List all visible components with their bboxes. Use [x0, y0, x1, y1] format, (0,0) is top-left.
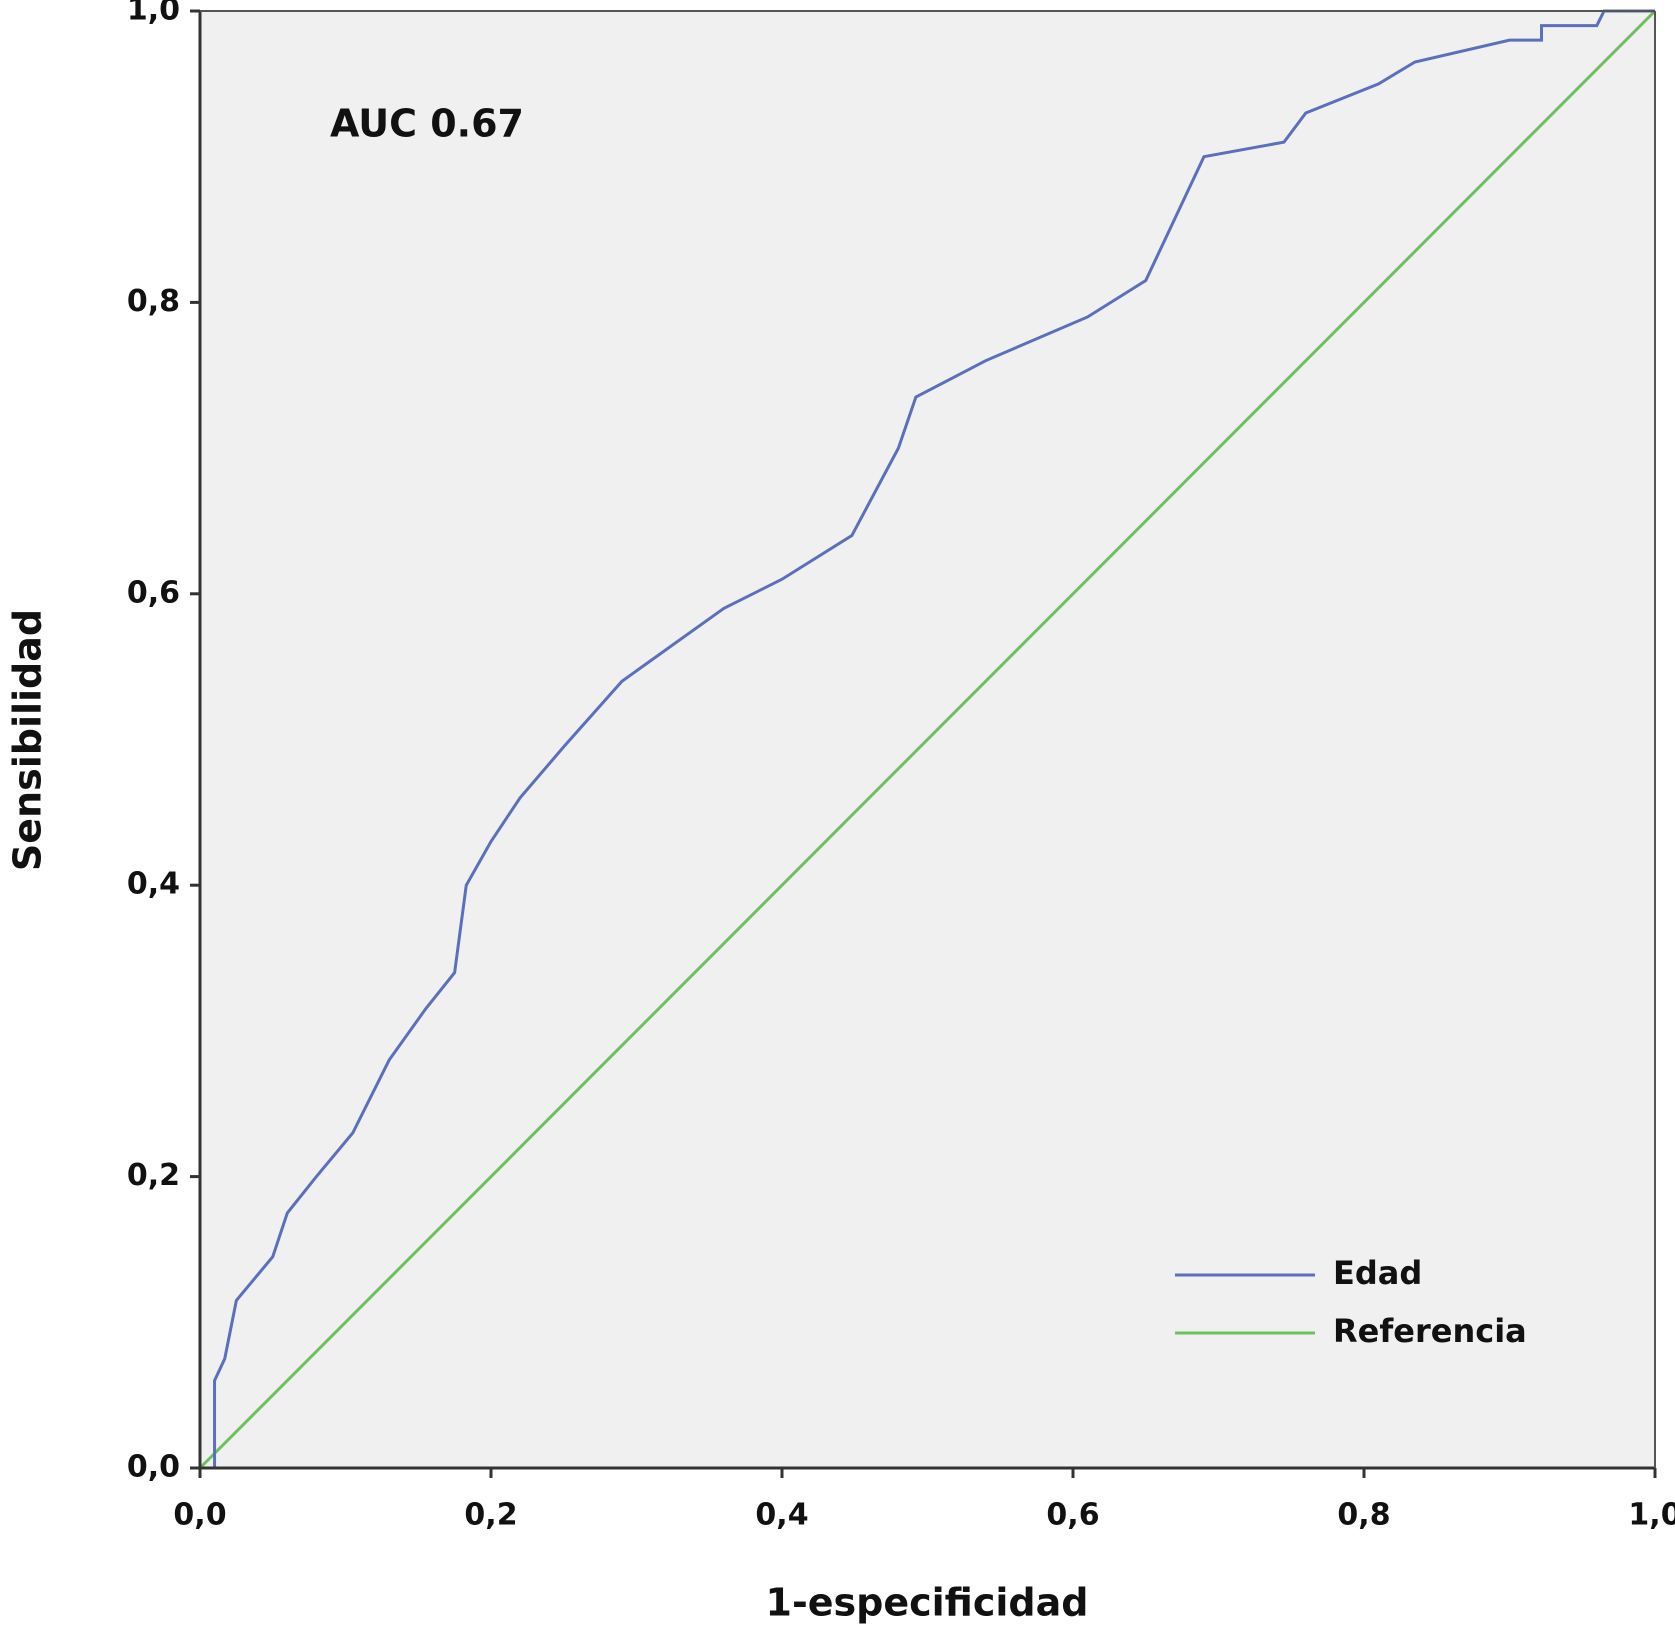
legend-label: Referencia — [1333, 1312, 1527, 1350]
annotation: AUC 0.67 — [330, 102, 524, 146]
x-tick-label: 0,0 — [173, 1498, 226, 1533]
y-tick-label: 0,4 — [127, 867, 180, 902]
x-tick-label: 0,8 — [1337, 1498, 1390, 1533]
y-tick-label: 0,0 — [127, 1450, 180, 1485]
x-tick-label: 0,2 — [464, 1498, 517, 1533]
y-tick-label: 0,8 — [127, 284, 180, 319]
y-tick-label: 1,0 — [127, 0, 180, 28]
y-tick-label: 0,6 — [127, 575, 180, 610]
x-axis-title: 1-especificidad — [766, 1581, 1089, 1625]
legend-label: Edad — [1333, 1254, 1422, 1292]
x-tick-label: 1,0 — [1628, 1498, 1675, 1533]
line — [200, 9, 1655, 1470]
line — [198, 9, 1657, 1470]
x-tick-label: 0,4 — [755, 1498, 808, 1533]
y-tick-label: 0,2 — [127, 1158, 180, 1193]
y-axis-title: Sensibilidad — [6, 609, 50, 871]
x-tick-label: 0,6 — [1046, 1498, 1099, 1533]
